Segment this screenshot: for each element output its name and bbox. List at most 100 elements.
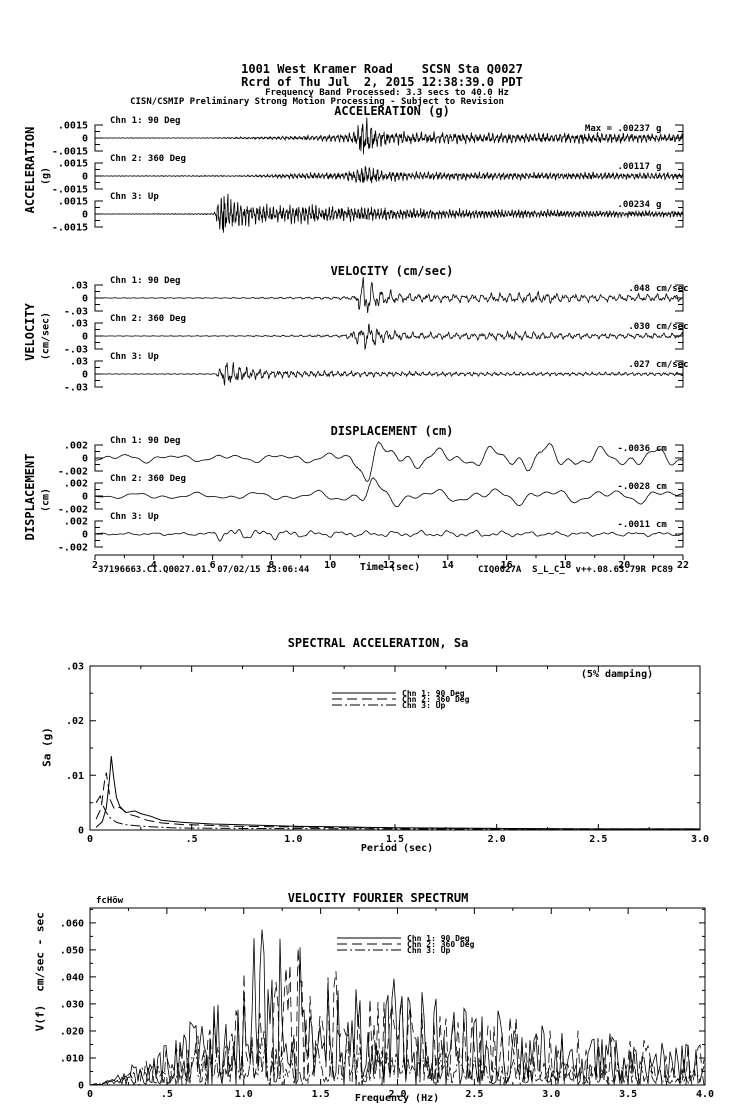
peak-value-label: -.0011 bbox=[617, 520, 650, 530]
x-tick-label: 1.0 bbox=[235, 1089, 253, 1100]
time-tick-label: 6 bbox=[210, 560, 216, 571]
y-tick-label: .03 bbox=[70, 281, 88, 292]
y-tick-label: .020 bbox=[60, 1026, 84, 1037]
y-tick-label: .002 bbox=[64, 441, 88, 452]
y-tick-label: .002 bbox=[64, 517, 88, 528]
y-tick-label: -.03 bbox=[64, 345, 88, 356]
displacement-trace bbox=[95, 441, 684, 482]
peak-unit-label: g bbox=[656, 200, 661, 210]
channel-label: Chn 1: 90 Deg bbox=[110, 116, 180, 126]
y-tick-label: -.002 bbox=[58, 543, 88, 554]
channel-label: Chn 3: Up bbox=[110, 512, 159, 522]
station-title: 1001 West Kramer Road SCSN Sta Q0027 bbox=[241, 62, 523, 76]
x-tick-label: .5 bbox=[186, 834, 198, 845]
channel-label: Chn 3: Up bbox=[110, 352, 159, 362]
time-tick-label: 2 bbox=[92, 560, 98, 571]
peak-unit-label: cm/sec bbox=[656, 322, 689, 332]
fourier-trace bbox=[89, 929, 705, 1086]
legend-entry-label: Chn 2: 360 Deg bbox=[402, 695, 470, 704]
sa-xlabel: Period (sec) bbox=[360, 843, 434, 854]
legend-entry-label: Chn 2: 360 Deg bbox=[407, 940, 475, 949]
y-tick-label: .03 bbox=[70, 319, 88, 330]
time-tick-label: 20 bbox=[618, 560, 630, 571]
legend-entry-label: Chn 3: Up bbox=[407, 946, 451, 955]
x-tick-label: 1.5 bbox=[386, 834, 404, 845]
x-tick-label: 1.0 bbox=[284, 834, 302, 845]
displacement-trace bbox=[94, 477, 684, 508]
y-tick-label: .050 bbox=[60, 945, 84, 956]
fourier-title: VELOCITY FOURIER SPECTRUM bbox=[287, 891, 469, 905]
frequency-band-note: Frequency Band Processed: 3.3 secs to 40… bbox=[265, 88, 509, 98]
displacement-title: DISPLACEMENT (cm) bbox=[330, 424, 454, 438]
x-tick-label: 1.5 bbox=[312, 1089, 330, 1100]
acceleration-title: ACCELERATION (g) bbox=[334, 104, 450, 118]
y-tick-label: 0 bbox=[82, 530, 88, 541]
y-tick-label: 0 bbox=[82, 370, 88, 381]
y-tick-label: 0 bbox=[82, 210, 88, 221]
y-axis-bracket-left bbox=[94, 162, 103, 190]
fourier-xlabel: Frequency (Hz) bbox=[354, 1093, 440, 1104]
acceleration-trace bbox=[95, 193, 684, 233]
channel-label: Chn 1: 90 Deg bbox=[110, 276, 180, 286]
acceleration-trace bbox=[94, 165, 684, 184]
x-tick-label: .5 bbox=[161, 1089, 173, 1100]
peak-unit-label: cm bbox=[656, 444, 667, 454]
y-tick-label: -.002 bbox=[58, 505, 88, 516]
y-tick-label: 0 bbox=[82, 134, 88, 145]
fourier-trace bbox=[89, 1042, 705, 1086]
y-tick-label: .0015 bbox=[58, 197, 88, 208]
peak-value-label: .048 bbox=[628, 284, 650, 294]
channel-label: Chn 2: 360 Deg bbox=[110, 154, 186, 164]
y-axis-bracket-right bbox=[675, 360, 684, 388]
x-tick-label: 2.0 bbox=[388, 1089, 406, 1100]
peak-value-label: .00117 bbox=[617, 162, 650, 172]
y-tick-label: 0 bbox=[82, 172, 88, 183]
y-axis-bracket-left bbox=[94, 482, 103, 510]
y-tick-label: 0 bbox=[82, 492, 88, 503]
y-tick-label: .060 bbox=[60, 918, 84, 929]
spectral-acceleration-frame bbox=[89, 665, 701, 831]
x-tick-label: 2.0 bbox=[488, 834, 506, 845]
peak-unit-label: cm/sec bbox=[656, 284, 689, 294]
y-tick-label: .02 bbox=[66, 716, 84, 727]
y-tick-label: 0 bbox=[82, 294, 88, 305]
sa-curve bbox=[95, 772, 700, 830]
x-tick-label: 3.0 bbox=[542, 1089, 560, 1100]
velocity-trace bbox=[95, 277, 683, 314]
sa-title: SPECTRAL ACCELERATION, Sa bbox=[287, 636, 469, 650]
velocity-trace bbox=[94, 323, 684, 351]
y-tick-label: .010 bbox=[60, 1053, 84, 1064]
y-tick-label: -.0015 bbox=[52, 185, 88, 196]
damping-note: (5% damping) bbox=[580, 669, 654, 680]
y-tick-label: -.03 bbox=[64, 383, 88, 394]
y-tick-label: -.03 bbox=[64, 307, 88, 318]
velocity-title: VELOCITY (cm/sec) bbox=[330, 264, 454, 278]
peak-unit-label: g bbox=[656, 124, 661, 134]
peak-value-label: .00237 bbox=[617, 124, 650, 134]
y-tick-label: .030 bbox=[60, 999, 84, 1010]
y-tick-label: 0 bbox=[78, 826, 84, 837]
peak-value-label: .00234 bbox=[617, 200, 650, 210]
y-axis-bracket-left bbox=[94, 444, 103, 472]
sa-curve bbox=[95, 794, 701, 830]
y-tick-label: .040 bbox=[60, 972, 84, 983]
y-tick-label: -.0015 bbox=[52, 223, 88, 234]
y-axis-bracket-right bbox=[675, 482, 684, 510]
time-tick-label: 8 bbox=[268, 560, 274, 571]
y-tick-label: 0 bbox=[78, 1081, 84, 1092]
y-tick-label: .03 bbox=[70, 357, 88, 368]
x-tick-label: 4.0 bbox=[696, 1089, 714, 1100]
y-tick-label: -.0015 bbox=[52, 147, 88, 158]
velocity-trace bbox=[95, 362, 684, 386]
peak-value-label: -.0028 bbox=[617, 482, 650, 492]
x-tick-label: 3.0 bbox=[691, 834, 709, 845]
channel-label: Chn 3: Up bbox=[110, 192, 159, 202]
acceleration-trace bbox=[94, 117, 684, 155]
x-tick-label: 2.5 bbox=[589, 834, 607, 845]
channel-label: Chn 2: 360 Deg bbox=[110, 314, 186, 324]
channel-label: Chn 1: 90 Deg bbox=[110, 436, 180, 446]
y-axis-bracket-right bbox=[675, 162, 684, 190]
legend-entry-label: Chn 1: 90 Deg bbox=[407, 934, 470, 943]
